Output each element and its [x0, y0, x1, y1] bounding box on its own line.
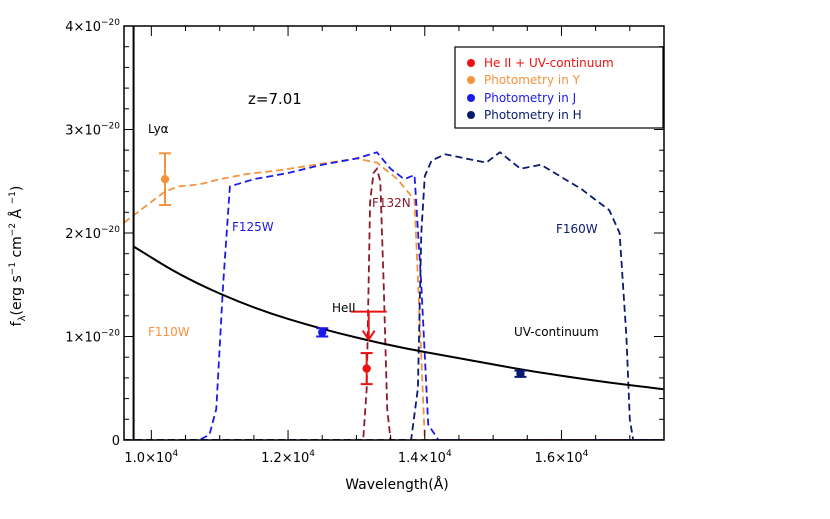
x-tick-mantissa: 1.6×10: [535, 451, 583, 466]
filter-curve-f125w: [124, 151, 664, 440]
lya-label: Lyα: [148, 122, 169, 136]
legend-label-heii: He II + UV-continuum: [484, 56, 614, 70]
filter-curve-f110w: [124, 157, 664, 440]
legend-marker-j: [467, 94, 475, 102]
y-tick-exponent: −20: [101, 329, 120, 339]
y-tick-mantissa: 1×10: [65, 331, 101, 346]
x-tick-label-0: 1.0×104: [124, 449, 178, 466]
legend-label-h: Photometry in H: [484, 108, 582, 122]
redshift-label: z=7.01: [248, 90, 302, 108]
y-tick-exponent: −20: [101, 18, 120, 28]
y-tick-label-3: 3×10−20: [65, 122, 120, 139]
x-tick-exponent: 4: [173, 449, 179, 459]
x-tick-label-1: 1.2×104: [261, 449, 315, 466]
y-tick-mantissa: 4×10: [65, 20, 101, 35]
f160w-label: F160W: [556, 222, 598, 236]
y-tick-label-4: 4×10−20: [65, 18, 120, 35]
f125w-label: F125W: [232, 220, 274, 234]
legend: He II + UV-continuum Photometry in Y Pho…: [454, 46, 664, 129]
y-tick-label-2: 2×10−20: [65, 225, 120, 242]
y-axis-label: fλ(erg s−1 cm−2 Å −1): [8, 186, 28, 327]
data-point-0: [362, 364, 371, 373]
uv-continuum-curve: [133, 245, 664, 391]
uv-continuum-label: UV-continuum: [514, 325, 599, 339]
y-tick-exponent: −20: [101, 225, 120, 235]
legend-label-j: Photometry in J: [484, 91, 576, 105]
x-tick-exponent: 4: [309, 449, 315, 459]
f110w-label: F110W: [148, 325, 190, 339]
marks-layer: [159, 152, 527, 386]
y-tick-label-1: 1×10−20: [65, 329, 120, 346]
y-tick-mantissa: 3×10: [65, 124, 101, 139]
data-point-1: [160, 174, 170, 184]
x-tick-exponent: 4: [583, 449, 589, 459]
axes-layer: 1.0×104 1.2×104 1.4×104 1.6×10401×10−202×10…: [65, 18, 665, 466]
x-tick-label-3: 1.6×104: [535, 449, 589, 466]
x-axis-label: Wavelength(Å): [345, 476, 449, 493]
heii-label: HeII: [332, 301, 355, 315]
x-tick-mantissa: 1.4×10: [398, 451, 446, 466]
legend-marker-h: [467, 111, 475, 119]
legend-box: [454, 46, 664, 129]
upper-limit-arrow: [361, 330, 376, 342]
legend-marker-heii: [467, 59, 475, 67]
y-tick-exponent: −20: [101, 122, 120, 132]
data-point-3: [516, 369, 525, 378]
x-tick-label-2: 1.4×104: [398, 449, 452, 466]
y-tick-label-0: 0: [112, 434, 120, 449]
legend-label-y: Photometry in Y: [484, 73, 581, 87]
x-tick-mantissa: 1.0×10: [124, 451, 172, 466]
legend-marker-y: [467, 76, 475, 84]
data-point-2: [318, 328, 327, 337]
x-tick-mantissa: 1.2×10: [261, 451, 309, 466]
filter-curve-f132n: [124, 166, 664, 440]
f132n-label: F132N: [372, 196, 411, 210]
x-tick-exponent: 4: [446, 449, 452, 459]
curves-layer: [124, 26, 664, 440]
y-tick-mantissa: 2×10: [65, 227, 101, 242]
